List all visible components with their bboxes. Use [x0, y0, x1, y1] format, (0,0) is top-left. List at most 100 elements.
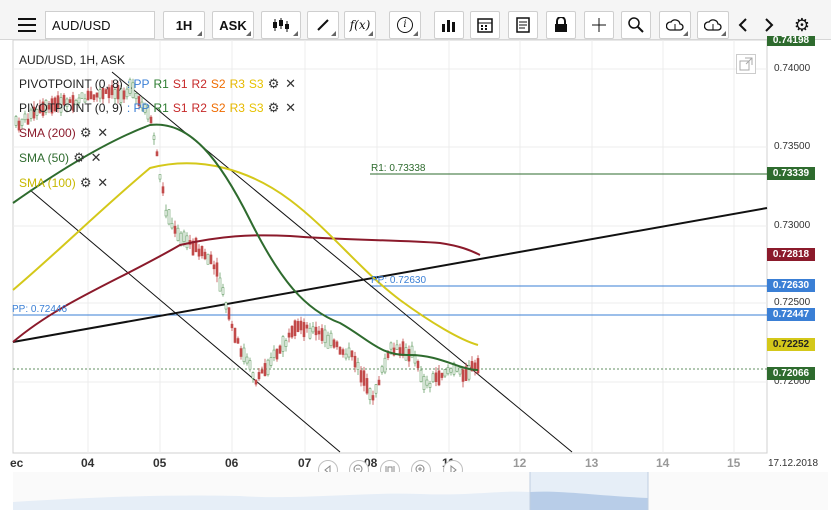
gear-icon[interactable]: ⚙	[267, 76, 280, 91]
lock-button[interactable]	[546, 11, 576, 39]
gear-icon[interactable]: ⚙	[267, 100, 280, 115]
candle-body	[329, 332, 333, 346]
candle-body	[338, 346, 342, 355]
candle-body	[374, 384, 378, 394]
x-tick: 12	[513, 456, 527, 470]
candle-body	[83, 98, 87, 103]
candle-body	[458, 367, 462, 375]
close-icon[interactable]: ✕	[97, 175, 109, 190]
candle-body	[470, 361, 474, 371]
candle-body	[293, 320, 297, 336]
news-button[interactable]	[508, 11, 538, 39]
download-button[interactable]	[697, 11, 729, 39]
chevron-right-icon	[765, 18, 774, 32]
settings-button[interactable]: ⚙	[790, 11, 814, 39]
candle-body	[353, 355, 357, 368]
candle-body	[251, 372, 255, 379]
candle-body	[314, 326, 318, 336]
gear-icon[interactable]: ⚙	[79, 175, 92, 190]
candle-body	[302, 322, 306, 338]
candle-body	[425, 379, 429, 386]
sma-50-line	[12, 123, 479, 371]
upload-button[interactable]	[659, 11, 691, 39]
legend-r3: R3	[229, 77, 245, 91]
candle-body	[182, 231, 186, 242]
crosshair-button[interactable]	[584, 11, 614, 39]
cloud-download-icon	[704, 19, 722, 31]
calendar-button[interactable]	[470, 11, 500, 39]
candle-body	[440, 372, 444, 378]
candle-body	[179, 232, 183, 245]
gear-icon[interactable]: ⚙	[79, 125, 92, 140]
price-type-button[interactable]: ASK	[212, 11, 254, 39]
candle-body	[326, 334, 330, 349]
candle-body	[449, 368, 453, 373]
candle-body	[371, 395, 375, 401]
popout-button[interactable]	[736, 54, 756, 74]
candle-body	[320, 328, 324, 341]
price-tag-top: 0.74198	[767, 36, 815, 46]
candle-body	[254, 379, 258, 385]
candle-body	[215, 262, 219, 277]
y-tick: 0.73000	[774, 220, 811, 231]
close-icon[interactable]: ✕	[285, 76, 297, 91]
candle-body	[308, 327, 312, 339]
candle-body	[146, 105, 150, 120]
candle-body	[368, 388, 372, 400]
candle-body	[389, 342, 393, 350]
candle-body	[38, 105, 42, 113]
candle-body	[377, 379, 381, 386]
legend-pp: : PP	[126, 77, 150, 91]
candle-body	[62, 94, 66, 106]
gear-icon[interactable]: ⚙	[73, 150, 85, 165]
bars-icon	[442, 20, 455, 32]
draw-tool-button[interactable]	[307, 11, 339, 39]
indicator-button[interactable]: f(x)	[344, 11, 376, 39]
legend-s3: S3	[248, 77, 264, 91]
candle-body	[257, 372, 261, 380]
candle-body	[173, 225, 177, 234]
next-button[interactable]	[759, 11, 779, 39]
document-icon	[516, 17, 530, 33]
candle-body	[416, 360, 420, 369]
legend-s2: S2	[210, 101, 226, 115]
price-tag: 0.72818	[767, 248, 815, 261]
timeframe-button[interactable]: 1H	[163, 11, 205, 39]
candle-body	[104, 89, 108, 94]
chart-area[interactable]: AUD/USD, 1H, ASK PIVOTPOINT (0, 8) : PP …	[0, 36, 831, 515]
candle-body	[14, 116, 18, 126]
close-icon[interactable]: ✕	[90, 150, 102, 165]
candle-body	[467, 365, 471, 380]
legend-name: SMA (50)	[19, 151, 70, 165]
close-icon[interactable]: ✕	[97, 125, 109, 140]
candle-body	[209, 254, 213, 265]
candle-body	[170, 223, 174, 229]
legend-r1: R1	[153, 101, 169, 115]
volume-button[interactable]	[434, 11, 464, 39]
candle-body	[161, 186, 165, 194]
prev-button[interactable]	[733, 11, 753, 39]
candle-body	[362, 370, 366, 386]
candle-body	[119, 88, 123, 103]
chart-toolbar: 1H ASK f(x) i ⚙	[0, 0, 831, 40]
candle-body	[269, 357, 273, 366]
candle-body	[125, 88, 129, 98]
candle-body	[152, 135, 156, 140]
chart-title: AUD/USD, 1H, ASK	[19, 53, 126, 67]
candle-body	[299, 320, 303, 331]
candle-body	[212, 264, 216, 270]
candle-body	[92, 94, 96, 101]
legend-r2: R2	[191, 77, 207, 91]
r1-annotation: R1: 0.73338	[371, 163, 426, 174]
candle-body	[413, 355, 417, 364]
candle-body	[245, 356, 249, 364]
info-button[interactable]: i	[389, 11, 421, 39]
candle-body	[164, 209, 168, 217]
navigator-strip[interactable]	[0, 472, 831, 510]
symbol-input[interactable]	[45, 11, 155, 39]
zoom-button[interactable]	[621, 11, 651, 39]
close-icon[interactable]: ✕	[285, 100, 297, 115]
menu-button[interactable]	[10, 11, 44, 39]
chart-type-button[interactable]	[261, 11, 301, 39]
x-tick: 06	[225, 456, 239, 470]
